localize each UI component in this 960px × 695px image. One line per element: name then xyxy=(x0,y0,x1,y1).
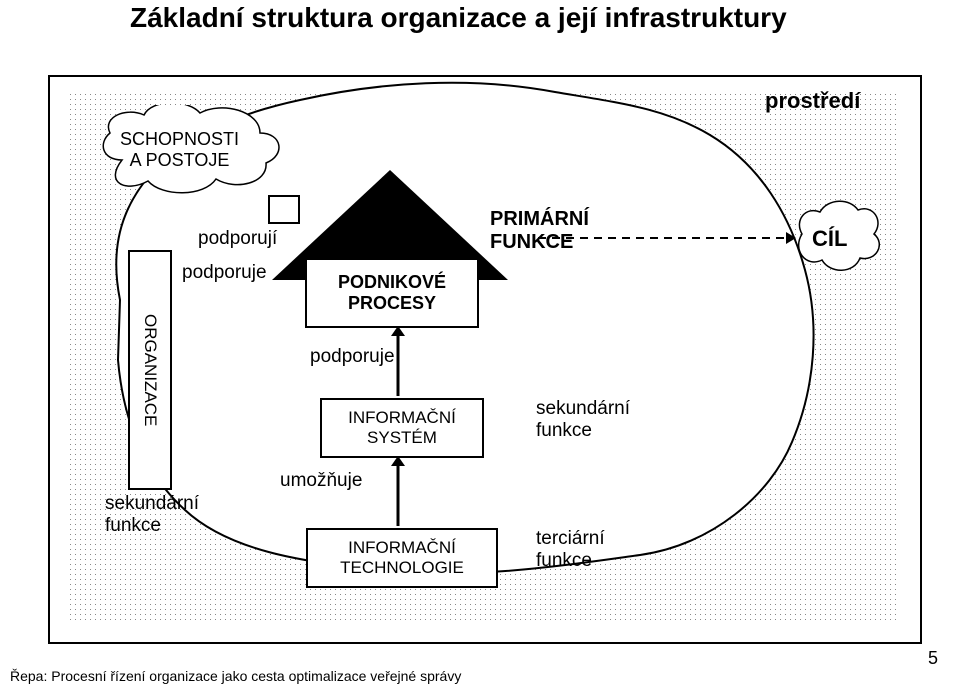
page-number: 5 xyxy=(928,648,938,669)
footer-citation: Řepa: Procesní řízení organizace jako ce… xyxy=(10,668,461,684)
it-line1: INFORMAČNÍ xyxy=(340,538,464,558)
information-technology-box: INFORMAČNÍ TECHNOLOGIE xyxy=(306,528,498,588)
terc-line1: terciární xyxy=(536,528,605,550)
terc-line2: funkce xyxy=(536,550,605,572)
it-line2: TECHNOLOGIE xyxy=(340,558,464,578)
arrow-it-to-is xyxy=(0,0,960,695)
diagram-canvas: Základní struktura organizace a její inf… xyxy=(0,0,960,695)
tertiary-functions-label: terciární funkce xyxy=(536,528,605,572)
